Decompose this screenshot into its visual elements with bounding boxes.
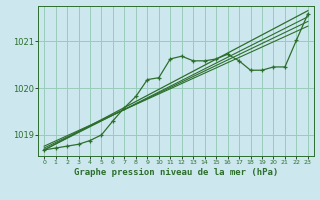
X-axis label: Graphe pression niveau de la mer (hPa): Graphe pression niveau de la mer (hPa) [74,168,278,177]
